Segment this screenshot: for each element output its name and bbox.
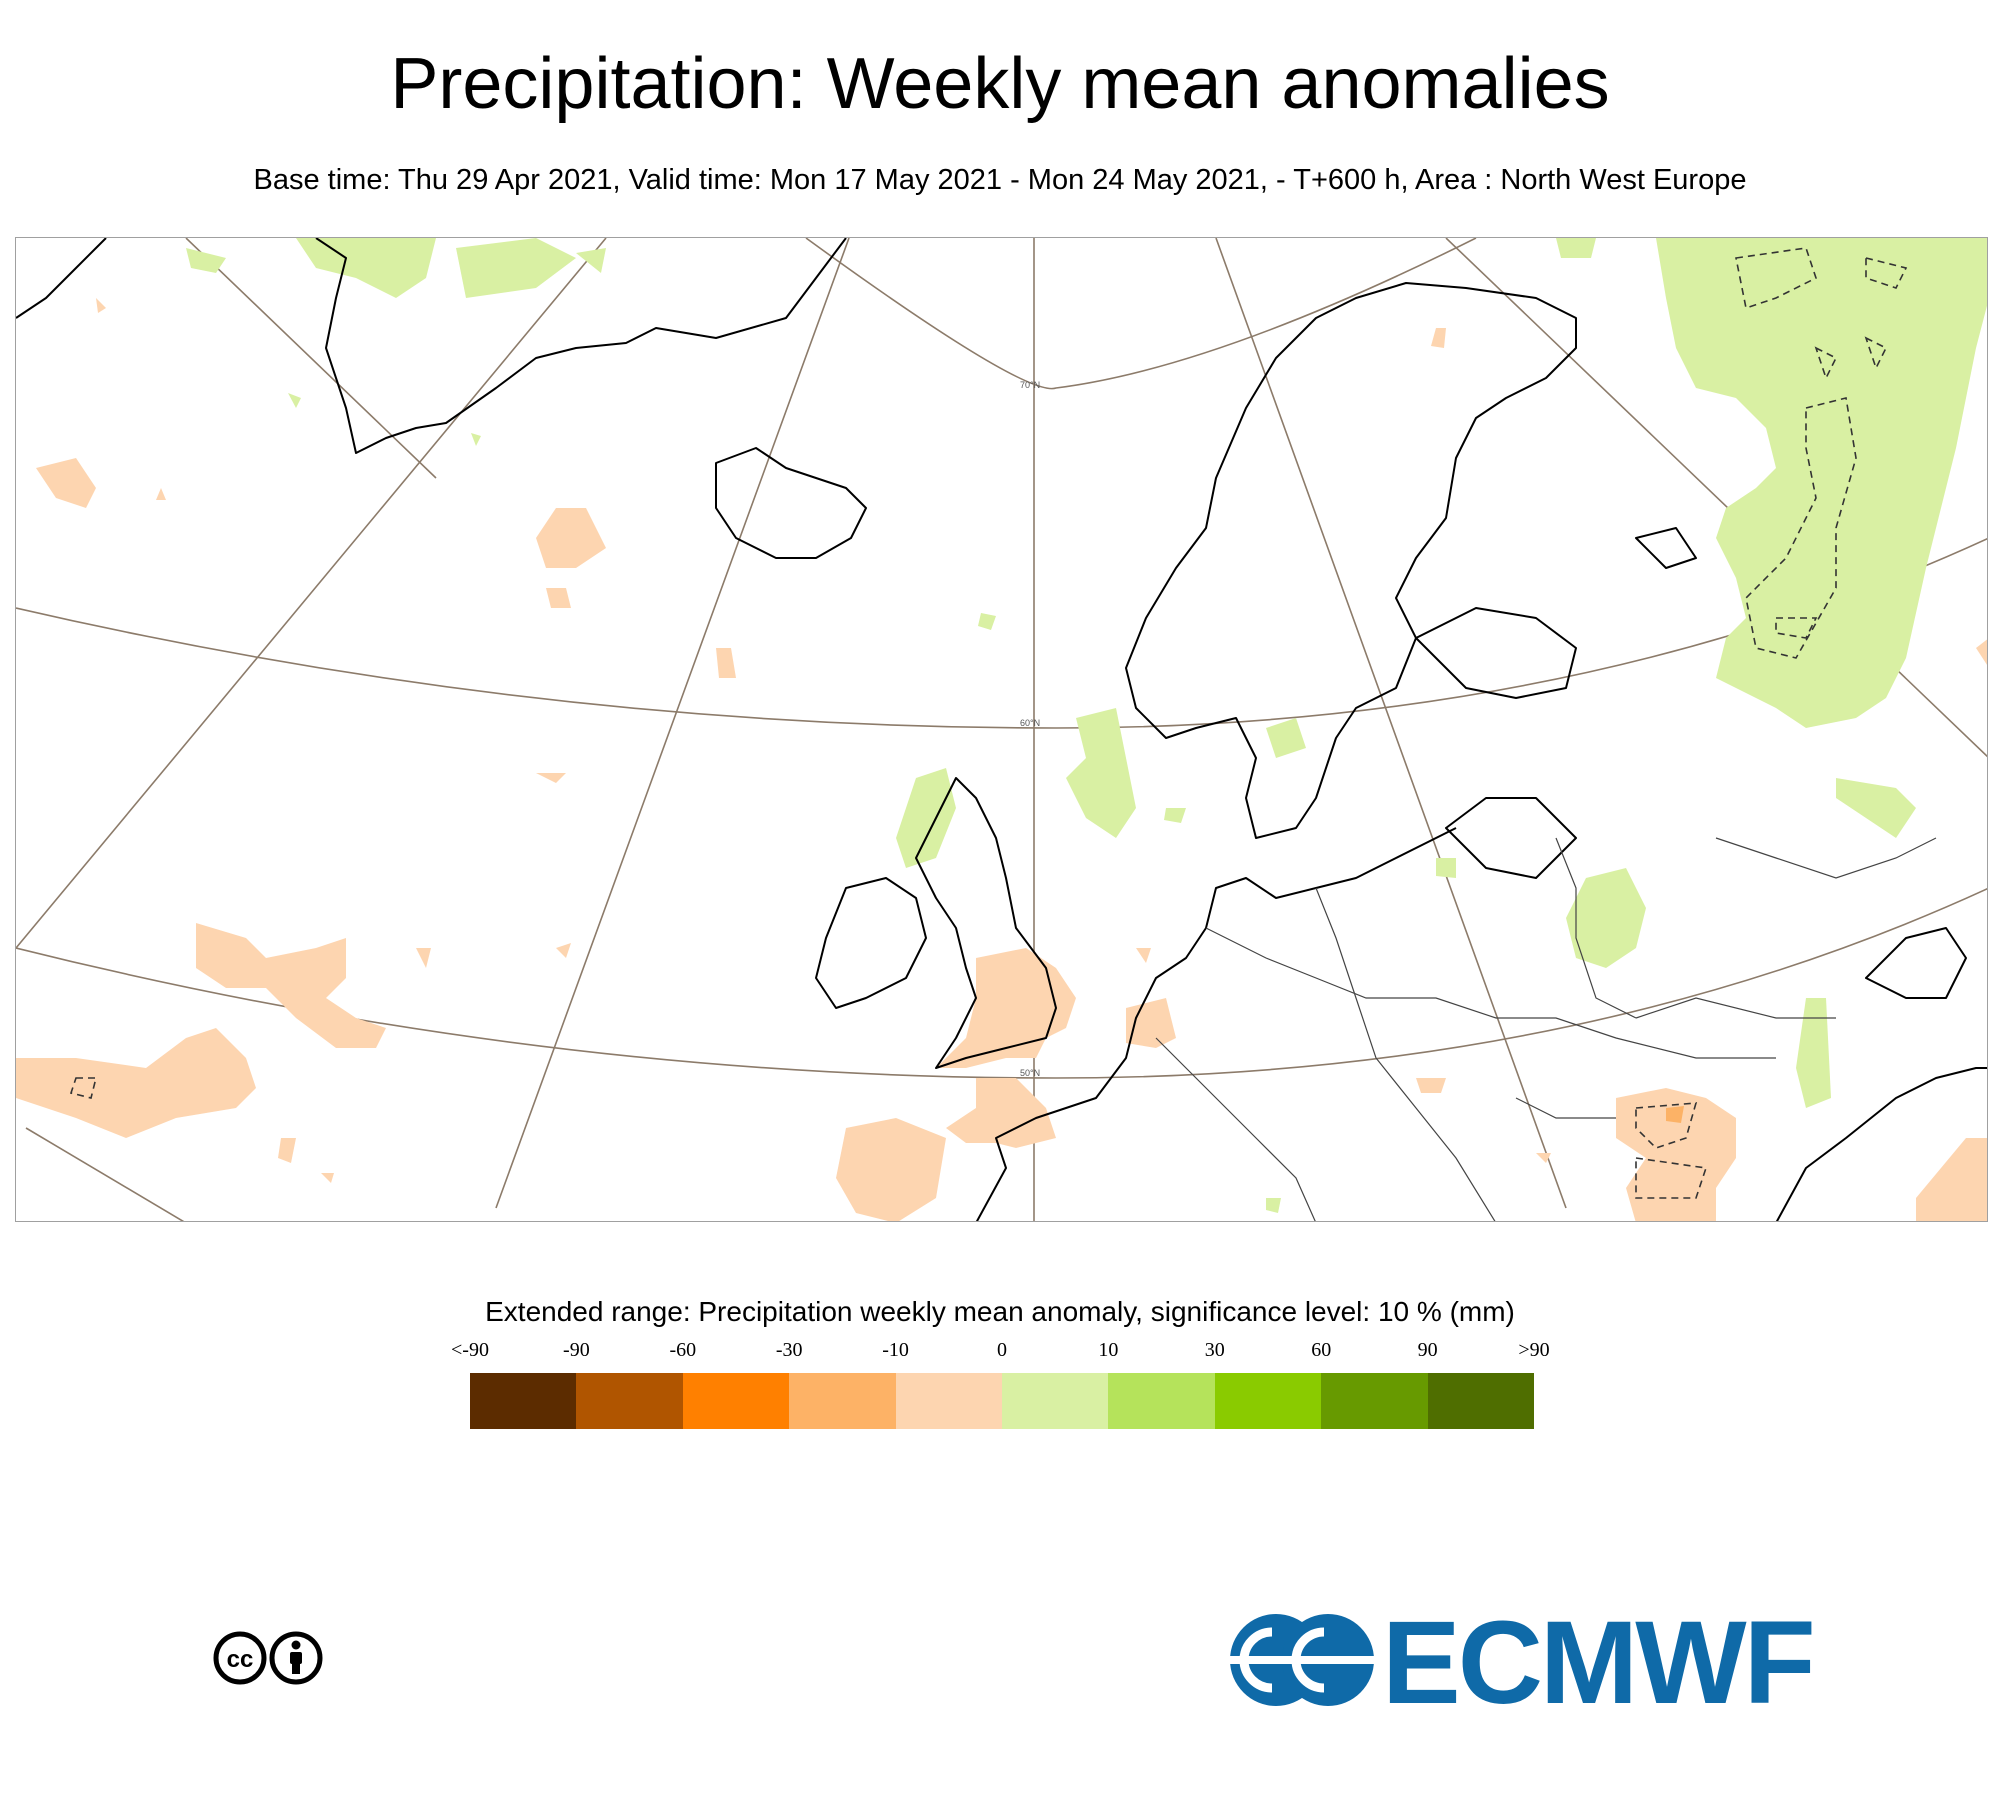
significance-contours: [69, 247, 1908, 1199]
legend-swatch-2: [682, 1373, 790, 1429]
lat-label-50: 50°N: [1020, 1068, 1040, 1078]
meridian-e10: [1215, 238, 1567, 1209]
cc-icon: cc: [213, 1631, 267, 1685]
ecmwf-wordmark: ECMWF: [1382, 1597, 1816, 1729]
meridian-w30: [185, 238, 437, 479]
map-panel: 70°N 60°N 50°N: [15, 237, 1988, 1222]
chart-subtitle: Base time: Thu 29 Apr 2021, Valid time: …: [253, 164, 1747, 196]
legend-tick: -90: [563, 1339, 590, 1361]
legend-swatch-6: [1108, 1373, 1215, 1429]
ecmwf-emblem-icon: [1228, 1614, 1374, 1706]
legend-tick: -30: [775, 1339, 803, 1361]
legend-tick: <-90: [451, 1339, 489, 1361]
ecmwf-logo: [1228, 1614, 1374, 1706]
legend-swatch-8: [1321, 1373, 1428, 1429]
svg-text:cc: cc: [227, 1646, 254, 1673]
legend-swatch-7: [1214, 1373, 1322, 1429]
meridian-w20: [16, 238, 607, 949]
great-britain: [915, 777, 1057, 1069]
meridian-w10: [495, 238, 850, 1209]
legend-tick: 30: [1204, 1339, 1225, 1361]
legend-tick: -60: [669, 1339, 697, 1361]
positive-anomaly-areas: [186, 238, 1987, 1213]
greenland-south-coast: [315, 238, 847, 454]
legend-ticks: <-90 -90 -60 -30 -10 0 10 30 60 90 >90: [0, 1338, 2000, 1366]
black-sea-coast: [1775, 1067, 1987, 1221]
legend-swatch-1: [576, 1373, 683, 1429]
lat-label-70: 70°N: [1020, 380, 1040, 390]
strong-negative-anomaly-areas: [1666, 1106, 1684, 1123]
legend-swatch-0: [470, 1373, 577, 1429]
legend-swatch-4: [895, 1373, 1003, 1429]
ireland: [815, 877, 927, 1009]
country-borders: [1155, 837, 1937, 1221]
legend-swatch-3: [789, 1373, 896, 1429]
coastlines: [16, 238, 1987, 1221]
scandinavia: [1125, 282, 1577, 839]
baltic-states: [1445, 797, 1577, 879]
chart-title: Precipitation: Weekly mean anomalies: [390, 44, 1610, 124]
legend-tick: >90: [1518, 1339, 1550, 1361]
continental-coast: [975, 827, 1457, 1221]
crimea: [1865, 927, 1967, 999]
legend-tick: 0: [997, 1339, 1007, 1361]
map-canvas: 70°N 60°N 50°N: [16, 238, 1987, 1221]
parallel-70n: [805, 238, 1477, 390]
finland-south: [1415, 607, 1577, 699]
parallel-60n: [16, 538, 1987, 729]
legend-tick: 60: [1311, 1339, 1332, 1361]
legend-swatch-9: [1427, 1373, 1535, 1429]
white-sea-island: [1635, 527, 1697, 569]
creative-commons-license: cc: [213, 1631, 323, 1685]
negative-anomaly-areas: [16, 298, 1987, 1221]
greenland-west-coast: [16, 238, 107, 319]
graticule: [16, 238, 1987, 1221]
lat-label-60: 60°N: [1020, 718, 1040, 728]
legend-tick: 10: [1098, 1339, 1119, 1361]
iceland: [715, 447, 867, 559]
legend-swatch-5: [1002, 1373, 1109, 1429]
legend-tick: 90: [1417, 1339, 1438, 1361]
legend-title: Extended range: Precipitation weekly mea…: [485, 1296, 1515, 1327]
legend-tick: -10: [882, 1339, 909, 1361]
meridian-w40: [25, 1127, 185, 1221]
legend-colorbar: [470, 1373, 1535, 1429]
by-attribution-icon: [269, 1631, 323, 1685]
